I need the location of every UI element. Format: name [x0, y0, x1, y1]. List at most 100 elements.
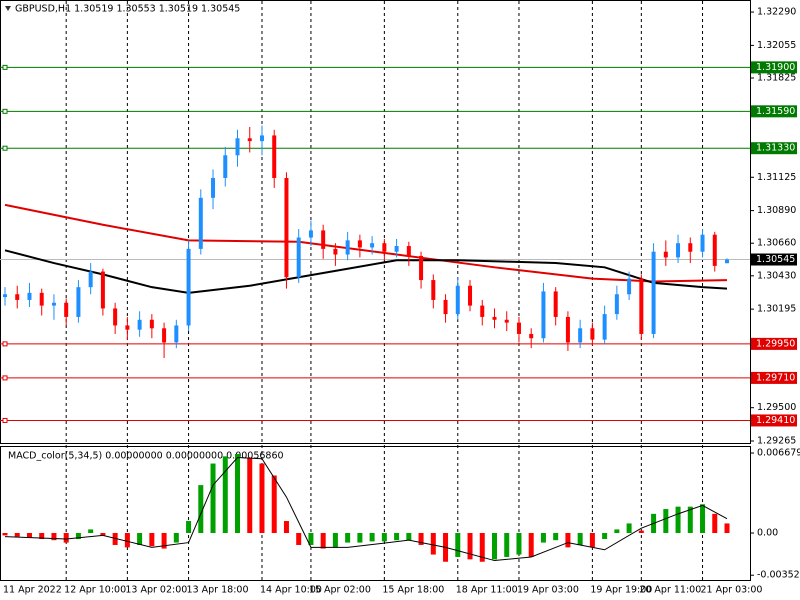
candle-body — [443, 299, 448, 315]
level-label: 1.29410 — [756, 415, 795, 426]
macd-bar — [577, 533, 583, 545]
macd-bar — [712, 513, 718, 534]
candle-body — [700, 234, 705, 252]
candle-body — [247, 138, 252, 142]
candle-body — [198, 197, 203, 249]
macd-bar — [198, 485, 204, 534]
candle-body — [272, 135, 277, 178]
candle-body — [419, 255, 424, 281]
candle-body — [676, 243, 681, 258]
x-tick-label: 13 Apr 02:00 — [125, 585, 187, 596]
macd-bar — [186, 521, 192, 534]
macd-bar — [235, 453, 241, 534]
macd-bar — [51, 533, 57, 541]
candle-body — [370, 243, 375, 248]
level-label: 1.31900 — [756, 62, 795, 73]
macd-bar — [75, 533, 81, 539]
macd-bar — [247, 457, 253, 534]
candle-body — [627, 278, 632, 295]
candle-body — [480, 305, 485, 317]
macd-bar — [357, 533, 363, 543]
y-tick-label: 1.32290 — [757, 7, 796, 18]
x-tick-label: 15 Apr 02:00 — [309, 585, 371, 596]
y-tick-label: 1.29500 — [757, 402, 796, 413]
macd-bar — [626, 523, 632, 534]
macd-bar — [369, 533, 375, 542]
menu-triangle — [5, 6, 11, 11]
level-anchor — [2, 108, 8, 114]
macd-bar — [430, 533, 436, 555]
macd-bar — [112, 533, 118, 545]
macd-bar — [124, 533, 130, 548]
macd-bar — [259, 463, 265, 534]
macd-bar — [210, 463, 216, 534]
candle-body — [663, 251, 668, 258]
candle-body — [614, 294, 619, 315]
macd-bar — [491, 533, 497, 560]
candle-body — [357, 240, 362, 248]
macd-bar — [271, 475, 277, 534]
candle-body — [639, 278, 644, 334]
candle-body — [137, 319, 142, 330]
y-tick-label: 1.30660 — [757, 238, 796, 249]
y-tick-label: 1.29265 — [757, 436, 796, 447]
macd-bar — [406, 533, 412, 541]
level-box — [751, 414, 797, 427]
candle-body — [76, 287, 81, 317]
macd-bar — [700, 504, 706, 534]
candle-body — [27, 292, 32, 300]
candle-body — [51, 302, 56, 306]
macd-bar — [14, 533, 20, 537]
candle-body — [235, 138, 240, 156]
candle-body — [211, 177, 216, 198]
candle-body — [345, 240, 350, 255]
macd-bar — [137, 533, 143, 545]
candle-body — [39, 292, 44, 306]
macd-bar — [39, 533, 45, 539]
candle-body — [712, 234, 717, 266]
price-label: 1.30545 — [756, 254, 795, 265]
candle-body — [149, 319, 154, 329]
y-tick-label: 0.00 — [757, 528, 778, 539]
x-tick-label: 21 Apr 03:00 — [701, 585, 763, 596]
macd-bar — [663, 509, 669, 534]
candle-body — [113, 308, 118, 326]
candle-body — [651, 251, 656, 334]
macd-title: MACD_color(5,34,5) 0.00000000 0.00000000… — [8, 451, 284, 462]
candle-body — [492, 316, 497, 320]
candle-body — [553, 291, 558, 317]
level-label: 1.31590 — [756, 106, 795, 117]
candle-body — [406, 246, 411, 256]
macd-bar — [528, 533, 534, 557]
candle-body — [100, 271, 105, 309]
macd-bar — [540, 533, 546, 543]
level-anchor — [2, 145, 8, 151]
level-label: 1.31330 — [756, 143, 795, 154]
candle-body — [88, 271, 93, 288]
main-frame — [0, 0, 751, 444]
macd-bar — [602, 533, 608, 539]
y-tick-label: 1.32055 — [757, 40, 796, 51]
x-tick-label: 15 Apr 18:00 — [382, 585, 444, 596]
macd-bar — [504, 533, 510, 557]
candle-body — [688, 243, 693, 252]
candle-body — [382, 243, 387, 252]
candle-body — [578, 328, 583, 343]
x-tick-label: 20 Apr 11:00 — [639, 585, 701, 596]
candle-body — [174, 325, 179, 343]
candle-body — [504, 319, 509, 323]
macd-bar — [418, 533, 424, 545]
candle-body — [186, 248, 191, 326]
macd-bar — [553, 533, 559, 541]
level-anchor — [2, 64, 8, 70]
macd-bar — [381, 533, 387, 542]
macd-bar — [345, 533, 351, 543]
level-box — [751, 337, 797, 350]
candle-body — [223, 155, 228, 178]
candle-body — [162, 328, 167, 343]
level-anchor — [2, 341, 8, 347]
candle-body — [590, 328, 595, 340]
moving-average — [4, 249, 728, 294]
candle-body — [602, 314, 607, 340]
